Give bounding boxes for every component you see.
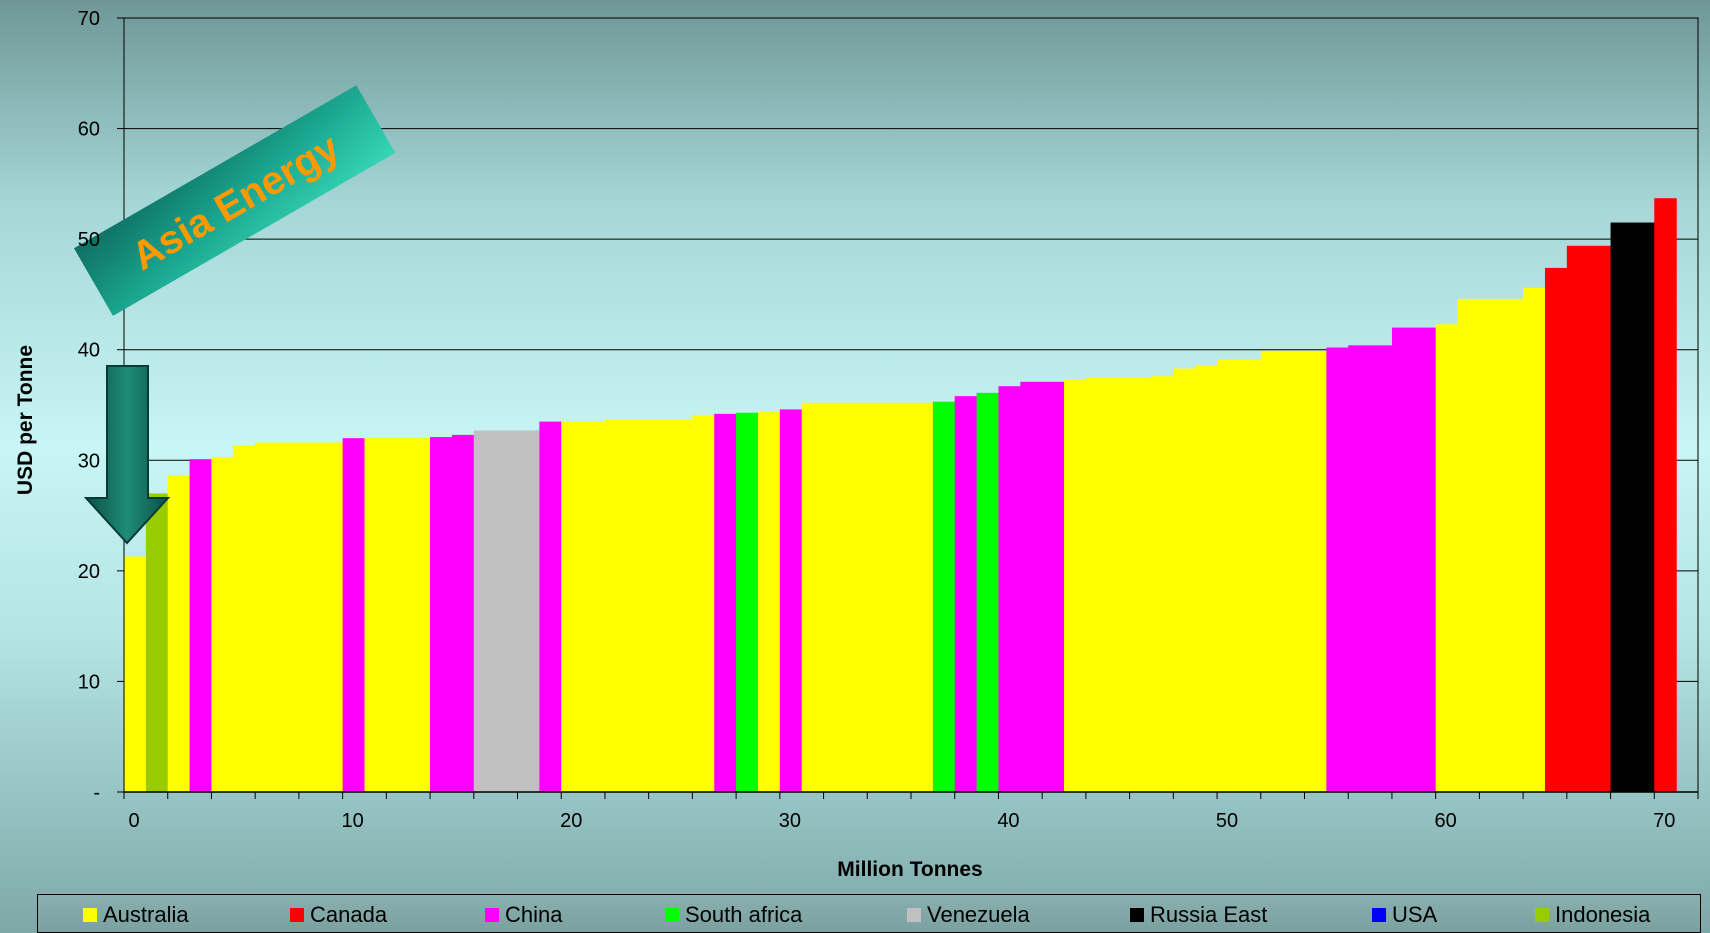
bar-china [954, 396, 978, 792]
bar-australia [1217, 359, 1262, 792]
x-axis-title: Million Tonnes [837, 858, 982, 881]
x-tick-label: 60 [1435, 810, 1457, 832]
bar-china [342, 438, 366, 792]
bar-australia [1523, 287, 1546, 792]
bar-australia [1195, 365, 1218, 792]
bar-australia [255, 442, 344, 792]
y-tick-label: 40 [78, 340, 100, 362]
bar-south-africa [736, 412, 759, 792]
bar-russia-east [1610, 222, 1655, 793]
bar-australia [561, 421, 606, 792]
bar-australia [1435, 324, 1459, 792]
bar-china [1391, 327, 1437, 792]
bar-china [451, 434, 475, 792]
y-tick-label: 10 [78, 671, 100, 693]
legend-label: Russia East [1150, 902, 1268, 927]
bar-australia [211, 456, 234, 792]
bar-china [998, 386, 1021, 792]
bar-canada [1566, 245, 1612, 792]
bars [124, 198, 1677, 793]
down-arrow-icon [83, 365, 171, 545]
legend-swatch [485, 908, 499, 922]
legend-item: Venezuela [907, 902, 1030, 928]
bar-australia [801, 402, 934, 792]
x-tick-label: 10 [341, 810, 363, 832]
bar-australia [167, 475, 191, 792]
cost-curve-chart: Million Tonnes USD per Tonne Asia Energy [14, 8, 1699, 881]
legend-item: Canada [290, 902, 387, 928]
y-tick-label: - [93, 782, 100, 804]
bar-australia [1173, 368, 1196, 792]
bar-australia [233, 445, 256, 792]
legend-swatch [83, 908, 97, 922]
bar-china [779, 409, 803, 792]
legend-item: Russia East [1130, 902, 1267, 928]
x-tick-label: 50 [1216, 810, 1238, 832]
bar-australia [1151, 376, 1174, 792]
bar-china [539, 421, 562, 792]
bar-china [430, 437, 453, 792]
bar-australia [1260, 350, 1327, 792]
legend-item: China [485, 902, 562, 928]
asia-energy-banner: Asia Energy [74, 85, 396, 316]
y-tick-label: 20 [78, 561, 100, 583]
bar-china [1348, 345, 1393, 792]
bar-australia [364, 438, 431, 792]
bar-canada [1654, 198, 1677, 792]
bar-china [714, 413, 737, 792]
y-tick-label: 50 [78, 229, 100, 251]
legend-label: Canada [310, 902, 388, 927]
x-tick-label: 30 [779, 810, 801, 832]
bar-south-africa [932, 401, 956, 792]
legend-swatch [1130, 908, 1144, 922]
bar-australia [604, 419, 693, 792]
y-tick-label: 30 [78, 450, 100, 472]
x-tick-label: 40 [997, 810, 1019, 832]
bar-australia [1064, 379, 1087, 792]
legend: Australia Canada China South africa Venezuel… [37, 894, 1701, 933]
legend-swatch [665, 908, 679, 922]
y-tick-label: 60 [78, 119, 100, 141]
legend-label: Australia [103, 902, 189, 927]
legend-swatch [1535, 908, 1549, 922]
x-tick-label: 20 [560, 810, 582, 832]
legend-item: South africa [665, 902, 802, 928]
bar-indonesia [145, 493, 169, 792]
bar-china [1020, 381, 1065, 792]
x-tick-label: 70 [1653, 810, 1675, 832]
bar-venezuela [473, 430, 540, 792]
legend-label: China [505, 902, 563, 927]
bar-china [1326, 347, 1349, 792]
bar-australia [124, 556, 147, 792]
bar-australia [1457, 298, 1524, 792]
bar-australia [757, 411, 781, 792]
bar-canada [1544, 267, 1568, 792]
bar-china [189, 459, 213, 792]
bar-south-africa [976, 392, 1000, 792]
legend-label: Venezuela [927, 902, 1030, 927]
legend-label: South africa [685, 902, 803, 927]
legend-item: Australia [83, 902, 189, 928]
bar-australia [1085, 377, 1153, 792]
legend-item: USA [1372, 902, 1437, 928]
legend-label: USA [1392, 902, 1438, 927]
legend-swatch [1372, 908, 1386, 922]
legend-label: Indonesia [1555, 902, 1651, 927]
y-tick-label: 70 [78, 8, 100, 30]
legend-swatch [290, 908, 304, 922]
legend-item: Indonesia [1535, 902, 1650, 928]
bar-australia [692, 414, 715, 792]
x-tick-label: 0 [128, 810, 139, 832]
legend-swatch [907, 908, 921, 922]
y-axis-title: USD per Tonne [14, 345, 37, 495]
